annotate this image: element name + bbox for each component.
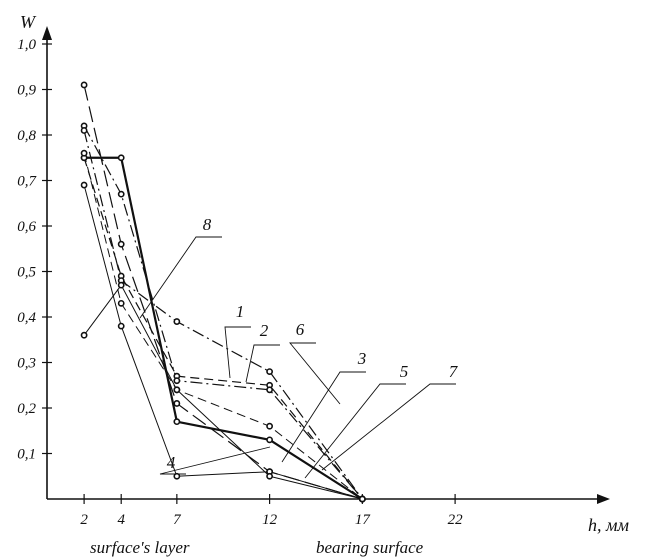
series-label-8: 8	[203, 215, 212, 234]
series-line-8	[83, 284, 363, 500]
data-point-series-6	[266, 368, 273, 375]
data-point-series-7	[80, 149, 88, 157]
series-label-6: 6	[296, 320, 305, 339]
data-point-series-7	[266, 422, 273, 430]
region-label-bearing-surface: bearing surface	[316, 538, 424, 557]
callout-leader-6	[289, 342, 341, 405]
x-tick-label: 2	[80, 512, 88, 528]
y-tick-label: 0,4	[17, 310, 36, 326]
x-axis-arrow-icon	[597, 494, 610, 504]
y-tick-label: 0,6	[17, 219, 36, 235]
y-axis-title: W	[20, 12, 37, 32]
data-point-series-5	[173, 418, 181, 426]
data-point-series-6	[173, 318, 181, 325]
series-label-1: 1	[236, 302, 245, 321]
series-line-3	[83, 84, 363, 500]
callout-leader-8	[139, 236, 222, 319]
data-point-series-2	[117, 190, 125, 198]
series-group	[83, 84, 363, 500]
data-point-series-2	[266, 386, 273, 394]
callout-leader-4	[159, 446, 271, 475]
series-label-2: 2	[260, 321, 269, 340]
data-point-series-8	[266, 472, 273, 480]
callout-leader-7	[321, 383, 456, 471]
y-tick-label: 0,5	[17, 265, 36, 281]
x-tick-label: 12	[262, 512, 278, 528]
x-tick-label: 4	[117, 512, 125, 528]
series-label-4: 4	[167, 453, 176, 472]
x-tick-label: 22	[448, 512, 464, 528]
ticks-group: 2 4 7 12 17 220,10,20,30,40,50,60,70,80,91,0	[17, 37, 463, 528]
y-tick-label: 0,9	[17, 83, 36, 99]
data-point-series-3	[80, 81, 88, 89]
region-labels: surface's layer bearing surface	[90, 538, 424, 557]
series-label-7: 7	[449, 362, 459, 381]
series-label-5: 5	[400, 362, 409, 381]
x-tick-label: 7	[173, 512, 182, 528]
data-point-series-8	[358, 495, 366, 503]
y-tick-label: 0,8	[17, 128, 36, 144]
y-tick-label: 0,1	[17, 447, 36, 463]
x-axis-title: h, мм	[588, 515, 629, 535]
callout-leader-3	[281, 371, 366, 463]
series-line-4	[83, 184, 363, 500]
data-point-series-2	[173, 377, 181, 385]
data-point-series-6	[80, 127, 88, 134]
axes-group: W h, мм	[20, 12, 629, 535]
region-label-surface-layer: surface's layer	[90, 538, 190, 557]
series-label-3: 3	[357, 349, 367, 368]
series-line-6	[83, 130, 363, 500]
data-point-series-5	[266, 436, 273, 444]
callouts-group: 12 3 4 5 6 7 8	[139, 215, 459, 479]
data-point-series-3	[117, 240, 125, 248]
data-point-series-5	[117, 154, 125, 162]
callout-leader-1	[224, 326, 251, 379]
y-tick-label: 0,7	[17, 174, 37, 190]
data-point-series-4	[117, 322, 125, 330]
data-point-series-8	[173, 386, 181, 394]
y-tick-label: 1,0	[17, 37, 36, 53]
data-point-series-7	[117, 299, 125, 307]
data-point-series-8	[80, 331, 88, 339]
data-point-series-8	[117, 281, 125, 289]
y-tick-label: 0,2	[17, 401, 36, 417]
y-tick-label: 0,3	[17, 356, 36, 372]
data-point-series-4	[80, 181, 88, 189]
points-group	[80, 81, 366, 503]
x-tick-label: 17	[355, 512, 372, 528]
callout-leader-2	[245, 344, 280, 383]
callout-leader-5	[304, 383, 406, 479]
data-point-series-3	[173, 400, 181, 407]
y-axis-arrow-icon	[42, 26, 52, 40]
